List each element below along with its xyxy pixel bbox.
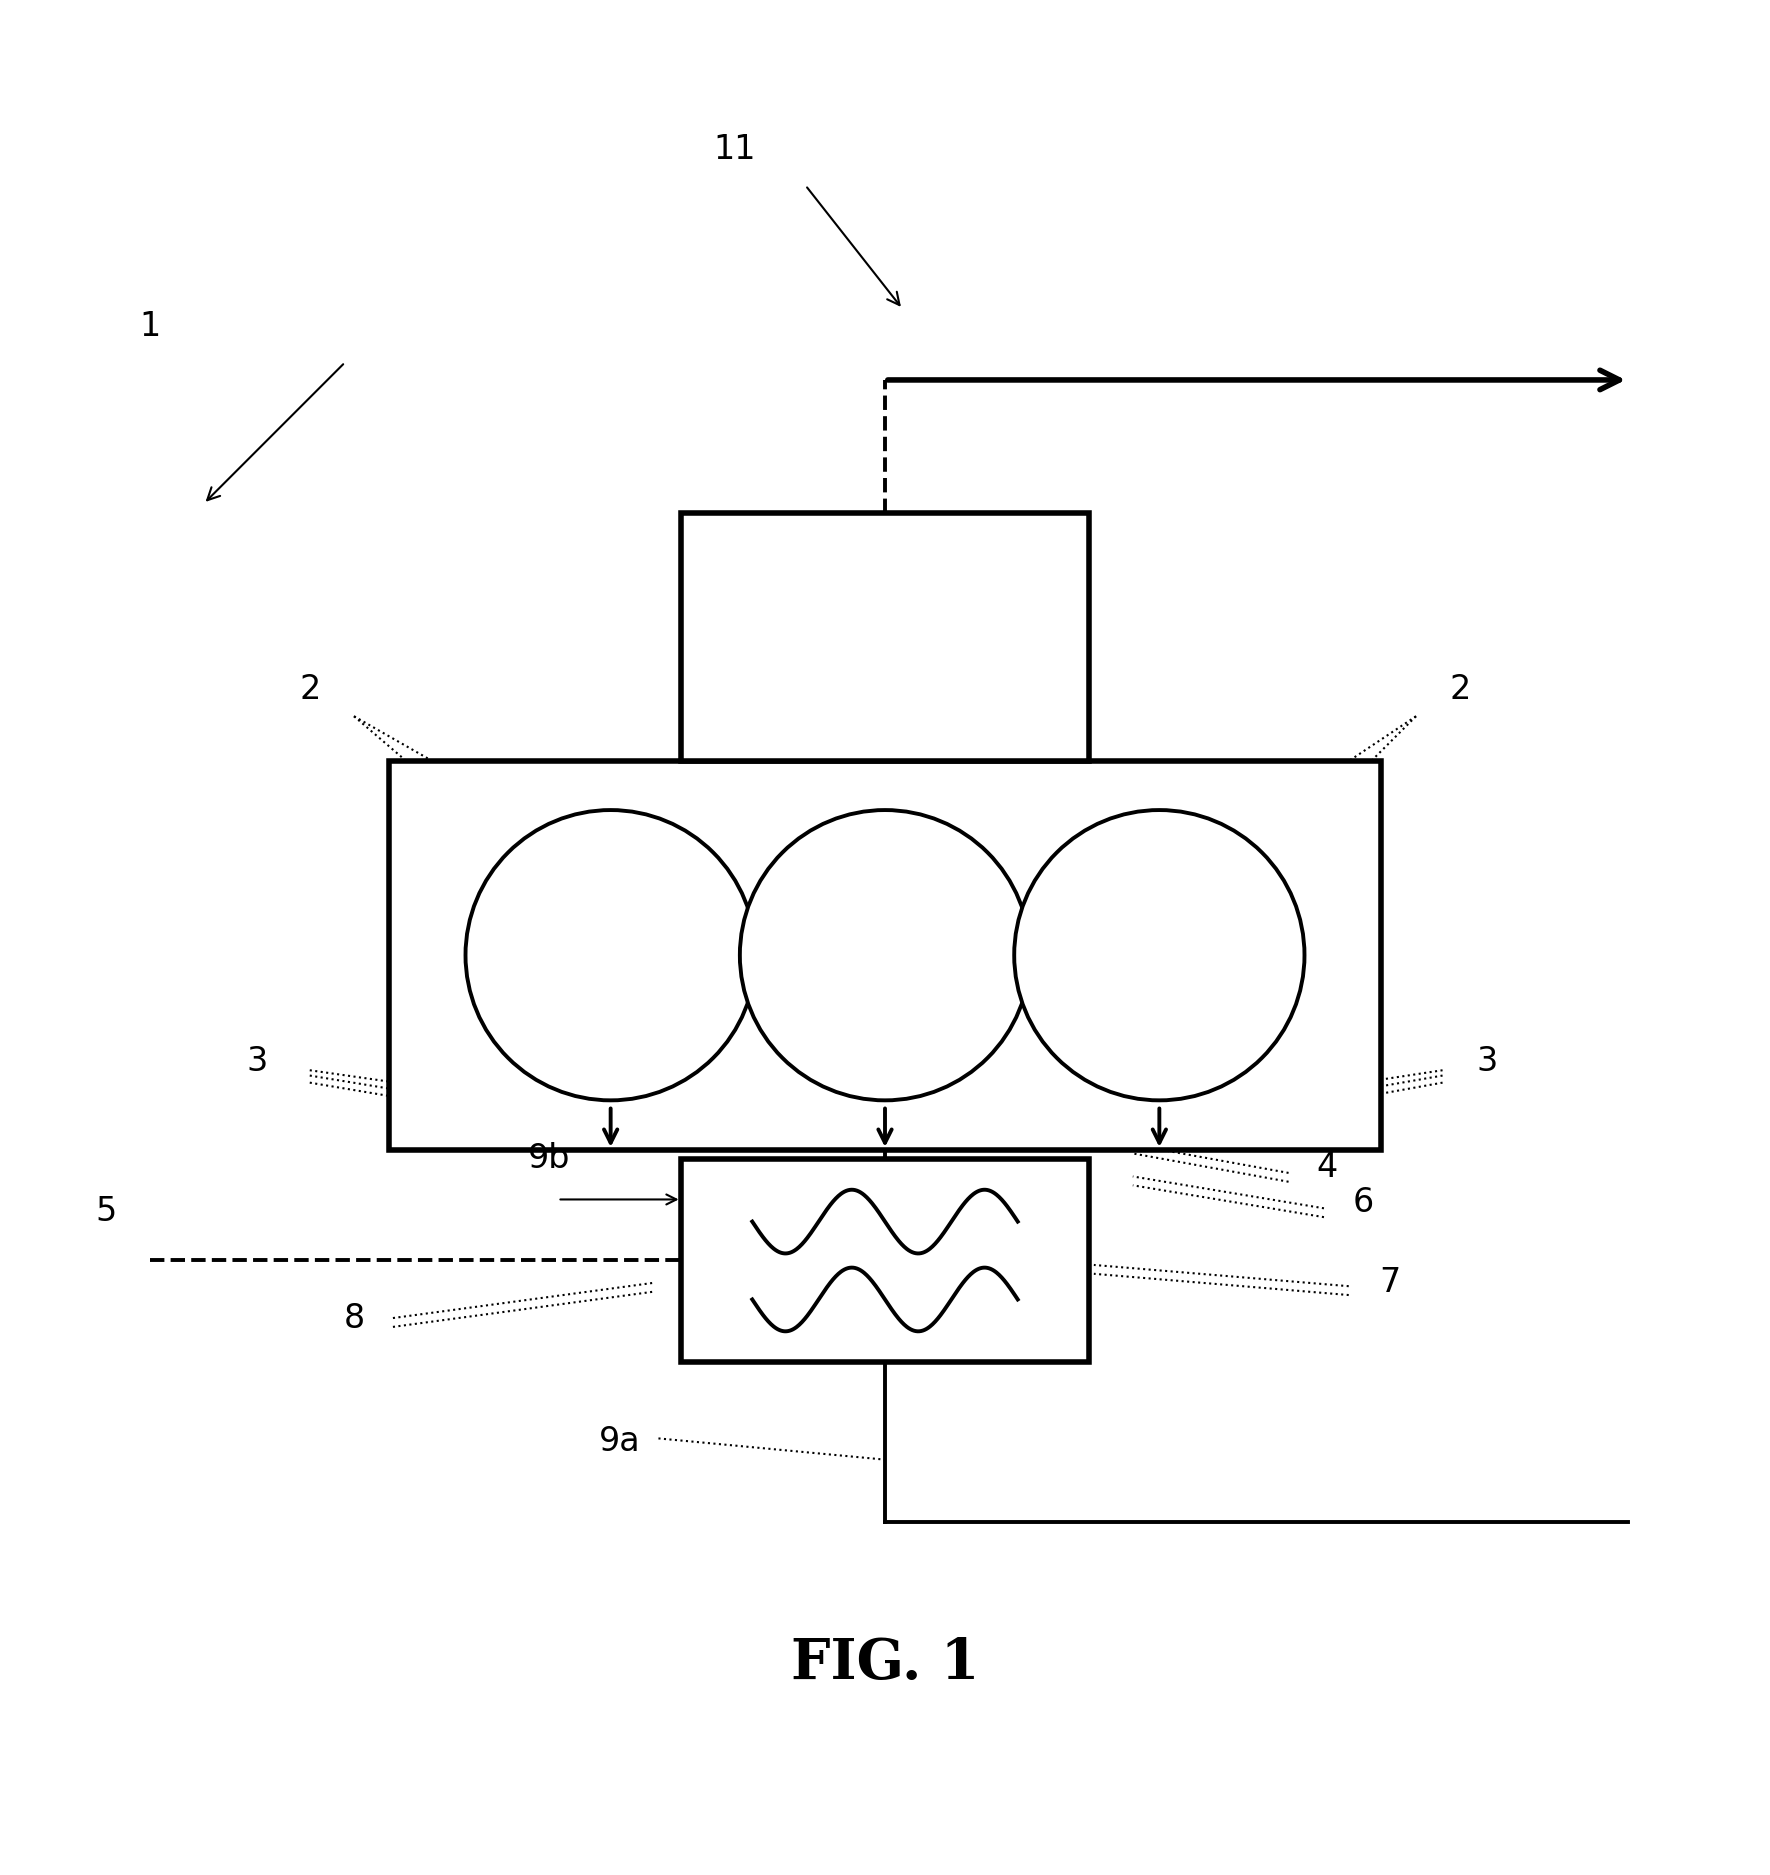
Text: FIG. 1: FIG. 1 (791, 1635, 979, 1691)
Text: 2: 2 (299, 673, 320, 707)
Circle shape (740, 810, 1030, 1101)
Text: 9b: 9b (527, 1142, 570, 1176)
Text: 1: 1 (140, 311, 161, 343)
Text: 3: 3 (1476, 1044, 1497, 1078)
Text: 11: 11 (713, 133, 756, 167)
Bar (389, 761, 1381, 1149)
Text: 2: 2 (1450, 673, 1471, 707)
Text: 4: 4 (1317, 1151, 1338, 1185)
Text: 8: 8 (343, 1301, 365, 1335)
Text: 3: 3 (246, 1044, 267, 1078)
Circle shape (1014, 810, 1304, 1101)
Bar (681, 1159, 1089, 1363)
Circle shape (466, 810, 756, 1101)
Bar (681, 512, 1089, 761)
Text: 9a: 9a (598, 1425, 641, 1459)
Text: 5: 5 (96, 1196, 117, 1228)
Text: 7: 7 (1379, 1266, 1400, 1299)
Text: 6: 6 (1352, 1187, 1374, 1219)
